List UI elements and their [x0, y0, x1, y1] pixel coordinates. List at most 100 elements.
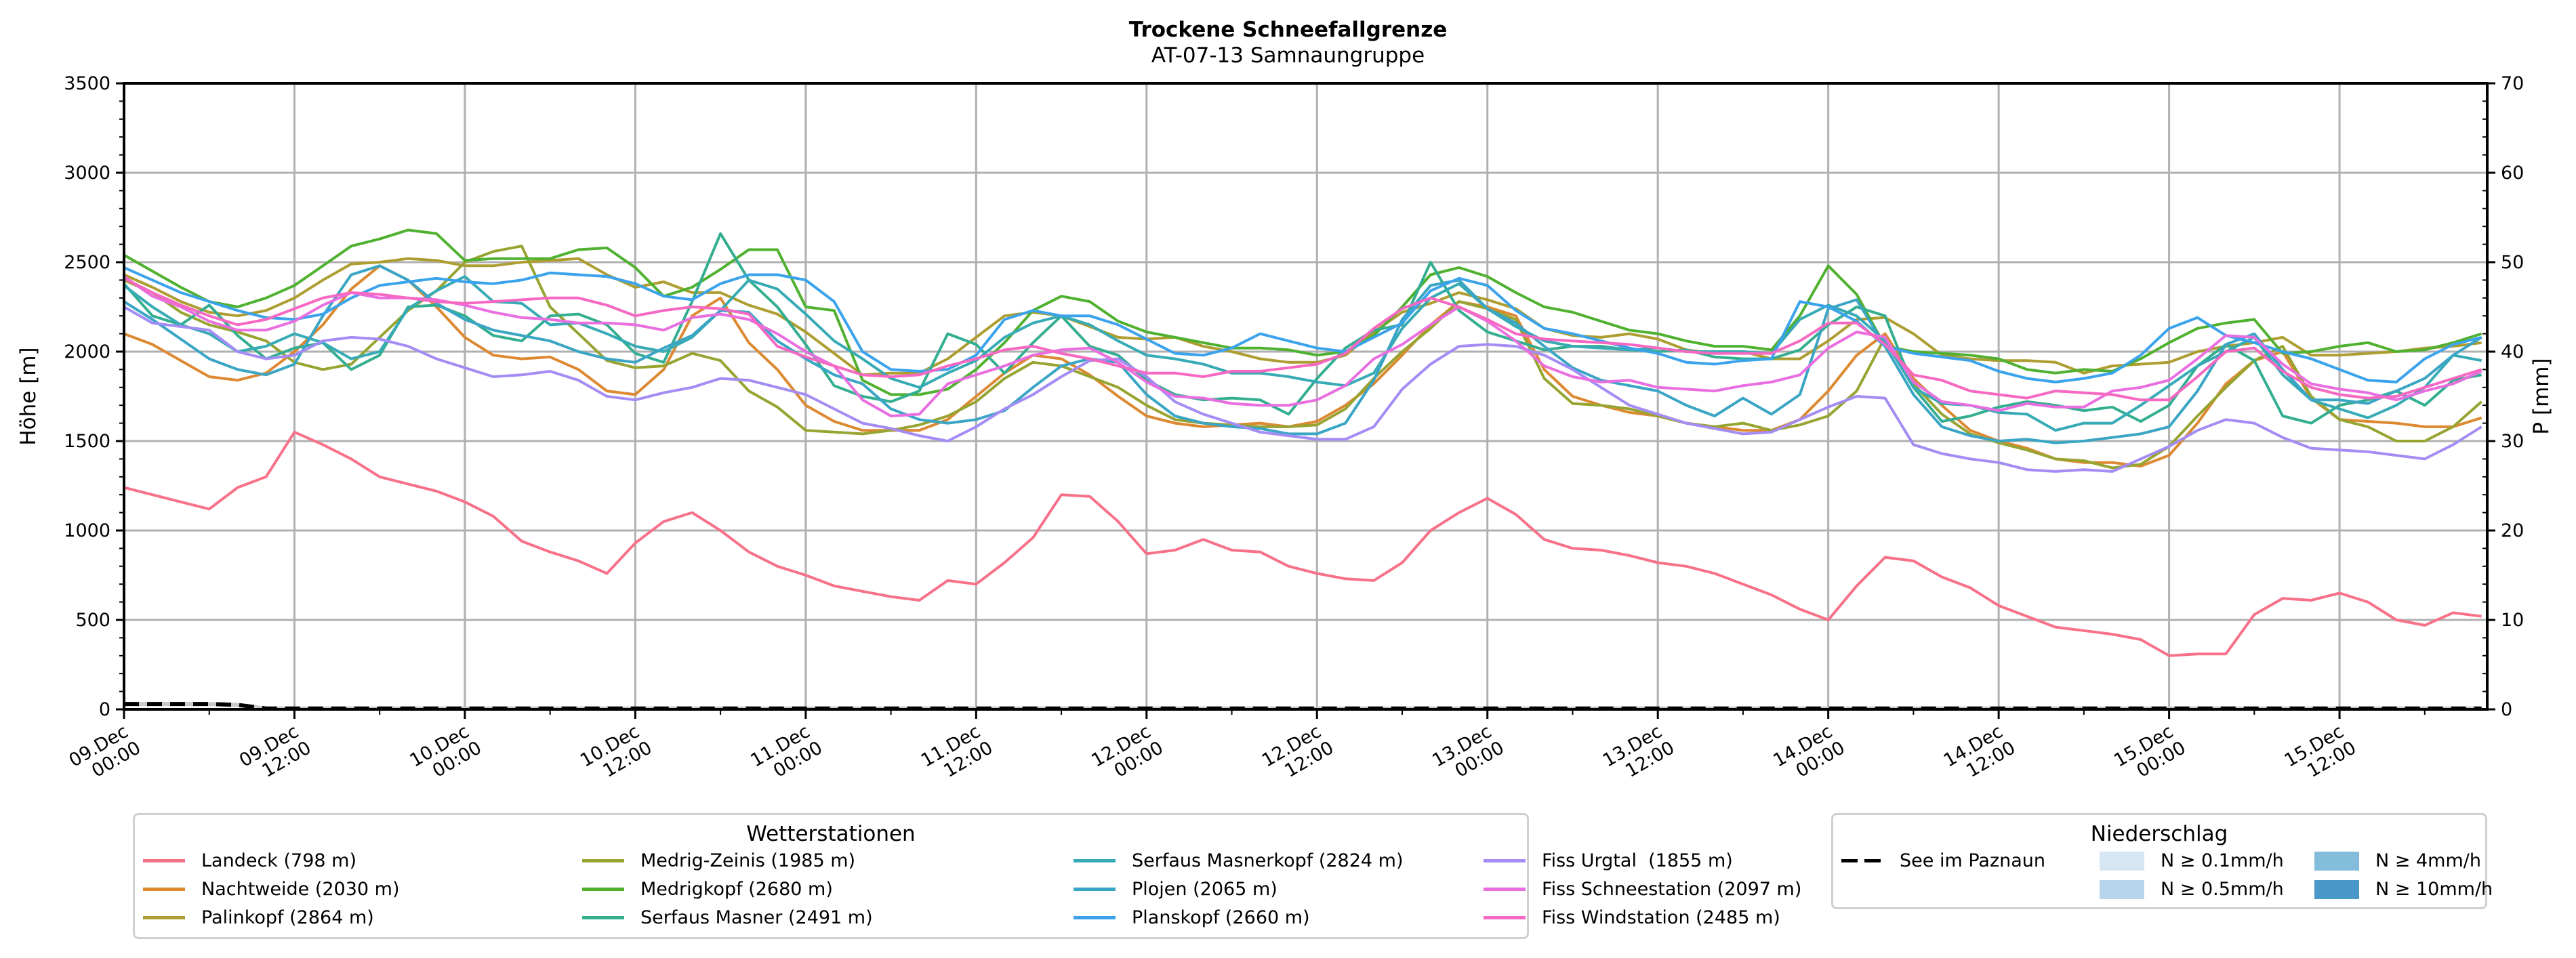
- y2-axis-label: P [mm]: [2529, 358, 2554, 434]
- legend-swatch-icon: [2314, 851, 2359, 871]
- legend-item-station: Medrigkopf (2680 m): [582, 879, 833, 900]
- legend-precip-title: Niederschlag: [2090, 822, 2228, 846]
- legend-precip: Niederschlag See im Paznaun N ≥ 0.1mm/h N…: [1831, 813, 2493, 909]
- series-line-10: [123, 275, 2482, 417]
- legend-item-station: Planskopf (2660 m): [1074, 907, 1310, 928]
- y-tick-label: 3500: [64, 73, 110, 94]
- legend-item-precip-level: N ≥ 0.1mm/h: [2100, 850, 2284, 871]
- y2-tick-label: 30: [2501, 431, 2524, 452]
- legend-line-icon: [1074, 859, 1116, 862]
- legend-line-icon: [582, 888, 624, 891]
- legend-line-icon: [582, 916, 624, 919]
- series-line-2: [123, 257, 2482, 377]
- y2-tick-label: 0: [2501, 699, 2512, 720]
- legend-item-station: Fiss Schneestation (2097 m): [1484, 879, 1801, 900]
- legend-line-icon: [1074, 916, 1116, 919]
- legend-item-station: Plojen (2065 m): [1074, 879, 1277, 900]
- series-line-5: [123, 232, 2482, 425]
- legend-line-icon: [143, 916, 185, 919]
- legend-label: Serfaus Masner (2491 m): [640, 907, 873, 928]
- legend-line-icon: [143, 888, 185, 891]
- legend-label: Medrig-Zeinis (1985 m): [640, 850, 856, 871]
- legend-label: N ≥ 0.1mm/h: [2161, 850, 2284, 871]
- series-line-6: [123, 275, 2482, 432]
- legend-stations-title: Wetterstationen: [746, 822, 916, 846]
- series-line-11: [123, 277, 2482, 402]
- chart-subtitle: AT-07-13 Samnaungruppe: [1151, 43, 1425, 68]
- grid-lines: [123, 82, 2487, 711]
- y-tick-label: 500: [75, 610, 110, 631]
- legend-label: Landeck (798 m): [201, 850, 356, 871]
- legend-item-station: Palinkopf (2864 m): [143, 907, 374, 928]
- legend-line-icon: [1484, 916, 1526, 919]
- legend-stations: Wetterstationen Landeck (798 m) Nachtweid…: [133, 813, 1801, 939]
- series-lines: [123, 228, 2482, 657]
- legend-line-icon: [143, 859, 185, 862]
- legend-label: Plojen (2065 m): [1132, 879, 1277, 900]
- y-tick-label: 2500: [64, 252, 110, 273]
- series-line-9: [123, 306, 2482, 473]
- legend-item-station: Serfaus Masnerkopf (2824 m): [1074, 850, 1403, 871]
- legend-label: Medrigkopf (2680 m): [640, 879, 833, 900]
- y-axis-label: Höhe [m]: [16, 347, 41, 445]
- legend-line-icon: [1484, 859, 1526, 862]
- legend-swatch-icon: [2100, 851, 2144, 871]
- legend-label: Serfaus Masnerkopf (2824 m): [1132, 850, 1404, 871]
- legend-swatch-icon: [2314, 879, 2359, 899]
- legend-swatch-icon: [2100, 879, 2144, 899]
- legend-label: Fiss Schneestation (2097 m): [1542, 879, 1802, 900]
- y-tick-label: 3000: [64, 163, 110, 184]
- legend-line-icon: [1074, 888, 1116, 891]
- legend-label: Palinkopf (2864 m): [201, 907, 374, 928]
- legend-label: N ≥ 4mm/h: [2375, 850, 2481, 871]
- y2-tick-label: 70: [2501, 73, 2524, 94]
- legend-label: N ≥ 0.5mm/h: [2161, 879, 2284, 900]
- legend-item-precip-level: N ≥ 4mm/h: [2314, 850, 2481, 871]
- series-line-8: [123, 266, 2482, 383]
- plot-frame: [123, 82, 2489, 711]
- legend-item-station: Landeck (798 m): [143, 850, 356, 871]
- legend-item-station: Serfaus Masner (2491 m): [582, 907, 873, 928]
- legend-item-station: Medrig-Zeinis (1985 m): [582, 850, 855, 871]
- legend-item-station: Nachtweide (2030 m): [143, 879, 399, 900]
- dashed-line-icon: [1841, 859, 1883, 862]
- legend-item-see-im-paznaun: See im Paznaun: [1841, 850, 2045, 871]
- legend-line-icon: [1484, 888, 1526, 891]
- y2-tick-label: 40: [2501, 341, 2524, 362]
- precip-line: [124, 702, 2482, 711]
- series-line-0: [123, 430, 2482, 657]
- legend-label: See im Paznaun: [1900, 850, 2045, 871]
- series-line-4: [123, 228, 2482, 396]
- y2-tick-label: 50: [2501, 252, 2524, 273]
- series-line-3: [123, 245, 2482, 470]
- legend-label: Nachtweide (2030 m): [201, 879, 400, 900]
- legend-label: N ≥ 10mm/h: [2375, 879, 2493, 900]
- y2-tick-label: 10: [2501, 610, 2524, 631]
- legend-line-icon: [582, 859, 624, 862]
- legend-label: Fiss Windstation (2485 m): [1542, 907, 1780, 928]
- legend-item-station: Fiss Windstation (2485 m): [1484, 907, 1780, 928]
- y-tick-label: 2000: [64, 341, 110, 362]
- y2-tick-label: 20: [2501, 520, 2524, 541]
- legend-label: Planskopf (2660 m): [1132, 907, 1310, 928]
- series-line-7: [123, 264, 2482, 444]
- chart-title: Trockene Schneefallgrenze: [1128, 18, 1448, 42]
- legend-item-precip-level: N ≥ 10mm/h: [2314, 879, 2493, 900]
- legend-label: Fiss Urgtal (1855 m): [1542, 850, 1733, 871]
- y-tick-label: 1000: [64, 520, 110, 541]
